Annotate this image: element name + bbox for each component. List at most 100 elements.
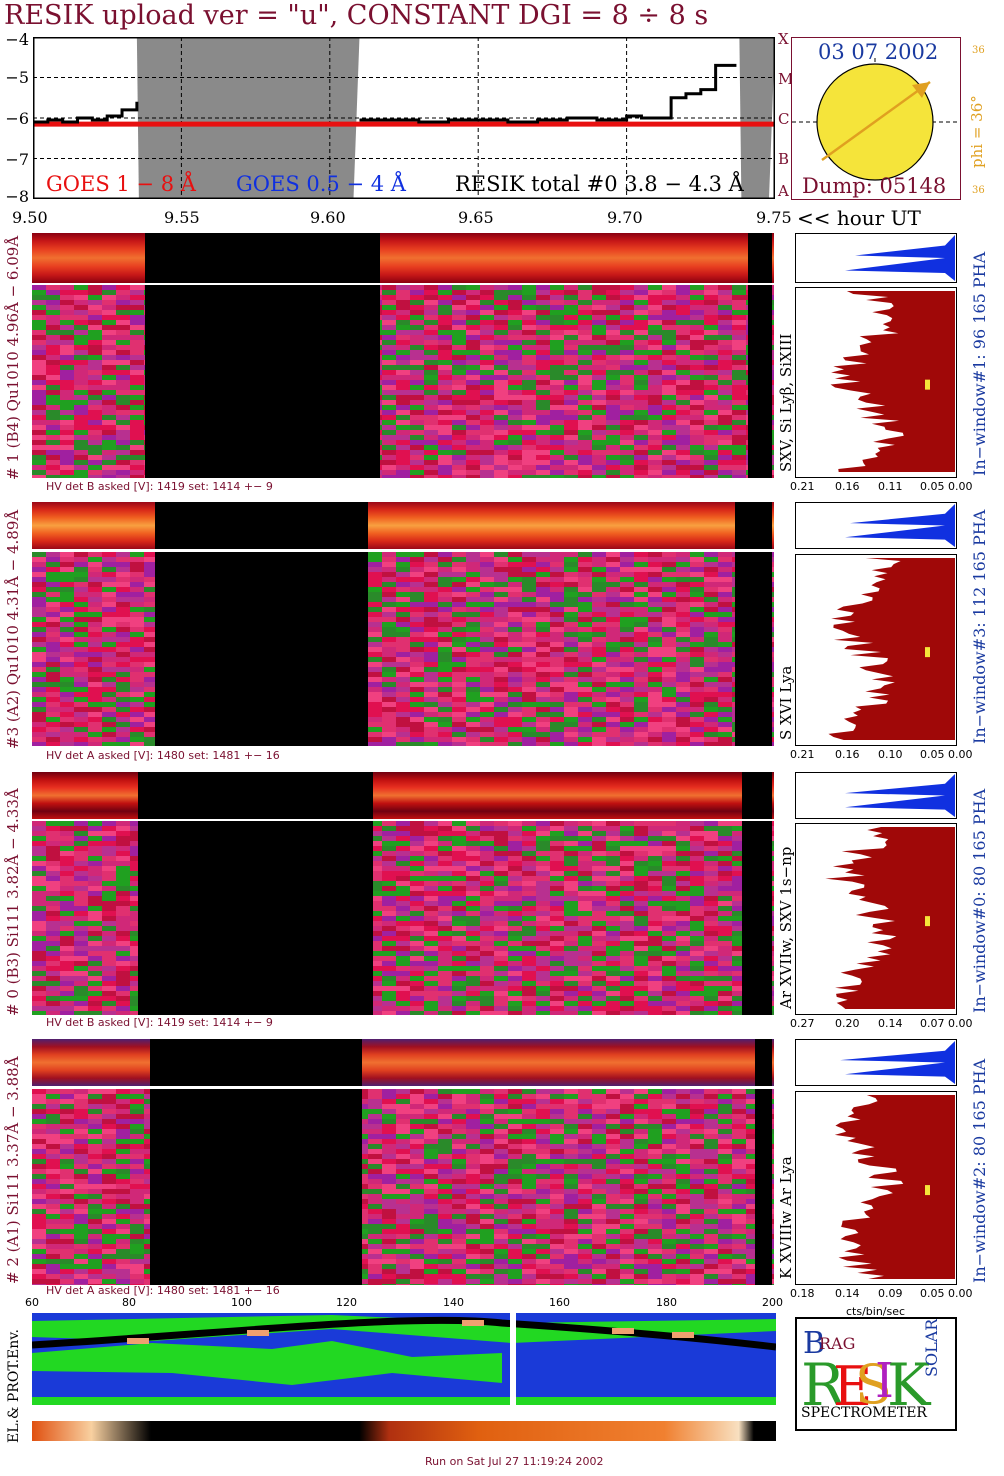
resik-total-line [33,63,737,124]
profile-tick: 0.16 [835,748,860,761]
intensity-profile [795,823,957,1015]
hv-status: HV det A asked [V]: 1480 set: 1481 +− 16 [46,749,280,762]
x-tick: 9.55 [164,208,200,227]
detector-label: # 0 (B3) Si111 3.82Å − 4.33Å [4,788,22,1016]
profile-tick: 0.05 [920,1287,945,1300]
profile-tick: 0.14 [835,1287,860,1300]
profile-tick: 0.05 [920,748,945,761]
pha-histogram [795,772,957,819]
env-green-band [32,1341,502,1385]
profile-tick: 0.00 [948,1287,973,1300]
resik-logo: B RAG R E S I K SOLAR SPECTROMETER [795,1317,957,1431]
in-window-label: In−window#2: 80 165 PHA [970,1058,989,1283]
env-green-band [32,1315,776,1343]
env-plot [32,1313,776,1441]
line-id-label: K XVIIIw Ar Lya [777,1156,795,1279]
line-id-label: Ar XVIIw, SXV 1s−np [777,846,795,1009]
stripe-image [32,772,774,819]
y-tick: −5 [5,68,29,87]
env-tick: 140 [443,1296,464,1309]
profile-tick: 0.00 [948,480,973,493]
env-tick: 180 [656,1296,677,1309]
orbit-mark [612,1328,634,1334]
pha-histogram [795,233,957,283]
logo-bottom-text: SPECTROMETER [801,1405,927,1421]
class-letter: C [778,110,790,128]
orbit-mark [127,1338,149,1344]
class-letter: X [778,30,789,48]
env-tick: 160 [549,1296,570,1309]
sun-panel: 03 07 2002 Dump: 05148 [791,37,961,200]
detector-label: # 2 (A1) Si111 3.37Å − 3.88Å [4,1056,22,1284]
legend-goes-05-4: GOES 0.5 − 4 Å [236,172,406,196]
env-axis: 60 80 100 120 140 160 180 200 [0,1296,790,1314]
legend-resik: RESIK total #0 3.8 − 4.3 Å [455,172,744,196]
detector-label: # 1 (B4) Qu1010 4.96Å − 6.09Å [4,235,22,480]
plot-frame [33,37,775,199]
y-tick: −8 [5,187,29,206]
profile-tick: 0.00 [948,1017,973,1030]
profile-tick: 0.27 [790,1017,815,1030]
env-gap [510,1313,516,1405]
class-letter: A [778,182,789,200]
profile-tick: 0.07 [920,1017,945,1030]
profile-tick: 0.20 [835,1017,860,1030]
lightcurve-plot [33,37,775,199]
data-gap-band [136,37,360,199]
in-window-label: In−window#1: 96 165 PHA [970,251,989,476]
dump-number: Dump: 05148 [802,174,947,198]
profile-tick: 0.14 [878,1017,903,1030]
profile-tick: 0.05 [920,480,945,493]
orbit-mark [672,1332,694,1338]
class-letter: B [778,150,790,168]
logo-art: B RAG R E S I K SOLAR [801,1318,941,1419]
hv-status: HV det B asked [V]: 1419 set: 1414 +− 9 [46,1016,273,1029]
sun-disk [792,58,959,181]
class-letter: M [778,70,794,88]
phi-label: phi = 36° [968,95,986,168]
env-green-band [32,1397,776,1405]
spectrum-image [32,1089,774,1285]
y-tick: −4 [5,30,29,49]
in-window-label: In−window#0: 80 165 PHA [970,788,989,1013]
intensity-profile [795,287,957,478]
in-window-label: In−window#3: 112 165 PHA [970,509,989,744]
x-tick: 9.50 [12,208,48,227]
x-tick: 9.60 [310,208,346,227]
env-strip [32,1421,776,1441]
profile-tick: 0.18 [790,1287,815,1300]
profile-tick: 0.21 [790,748,815,761]
x-tick: 9.70 [607,208,643,227]
env-tick: 100 [231,1296,252,1309]
x-tick: 9.65 [458,208,494,227]
page-title: RESIK upload ver = "u", CONSTANT DGI = 8… [4,0,709,31]
y-tick: −6 [5,109,29,128]
detector-label: #3 (A2) Qu1010 4.31Å − 4.89Å [4,509,22,749]
env-tick: 60 [25,1296,39,1309]
profile-tick: 0.10 [878,748,903,761]
spectrum-image [32,552,774,746]
lightcurve-yaxis: −4 −5 −6 −7 −8 [0,30,33,206]
pha-unit-label: cts/bin/sec [846,1305,906,1318]
pha-histogram [795,1039,957,1086]
orbit-mark [462,1320,484,1326]
x-tick: 9.75 [756,208,792,227]
intensity-profile [795,554,957,746]
profile-tick: 0.16 [835,480,860,493]
hv-status: HV det A asked [V]: 1480 set: 1481 +− 16 [46,1284,280,1297]
line-id-label: SXV, Si Lyβ, SiXIII [777,333,795,472]
phi-small-top: 36 [972,45,985,56]
time-unit-label: << hour UT [797,206,921,230]
legend-goes-1-8: GOES 1 − 8 Å [46,172,196,196]
stripe-image [32,233,774,283]
y-tick: −7 [5,150,29,169]
stripe-image [32,1039,774,1086]
line-id-label: S XVI Lya [777,665,795,740]
env-tick: 80 [122,1296,136,1309]
stripe-image [32,502,774,549]
time-axis: 9.50 9.55 9.60 9.65 9.70 9.75 << hour UT [0,206,1004,232]
spectrum-image [32,285,774,478]
spectrum-image [32,821,774,1015]
footer-run-info: Run on Sat Jul 27 11:19:24 2002 [425,1455,604,1468]
profile-tick: 0.11 [878,480,903,493]
